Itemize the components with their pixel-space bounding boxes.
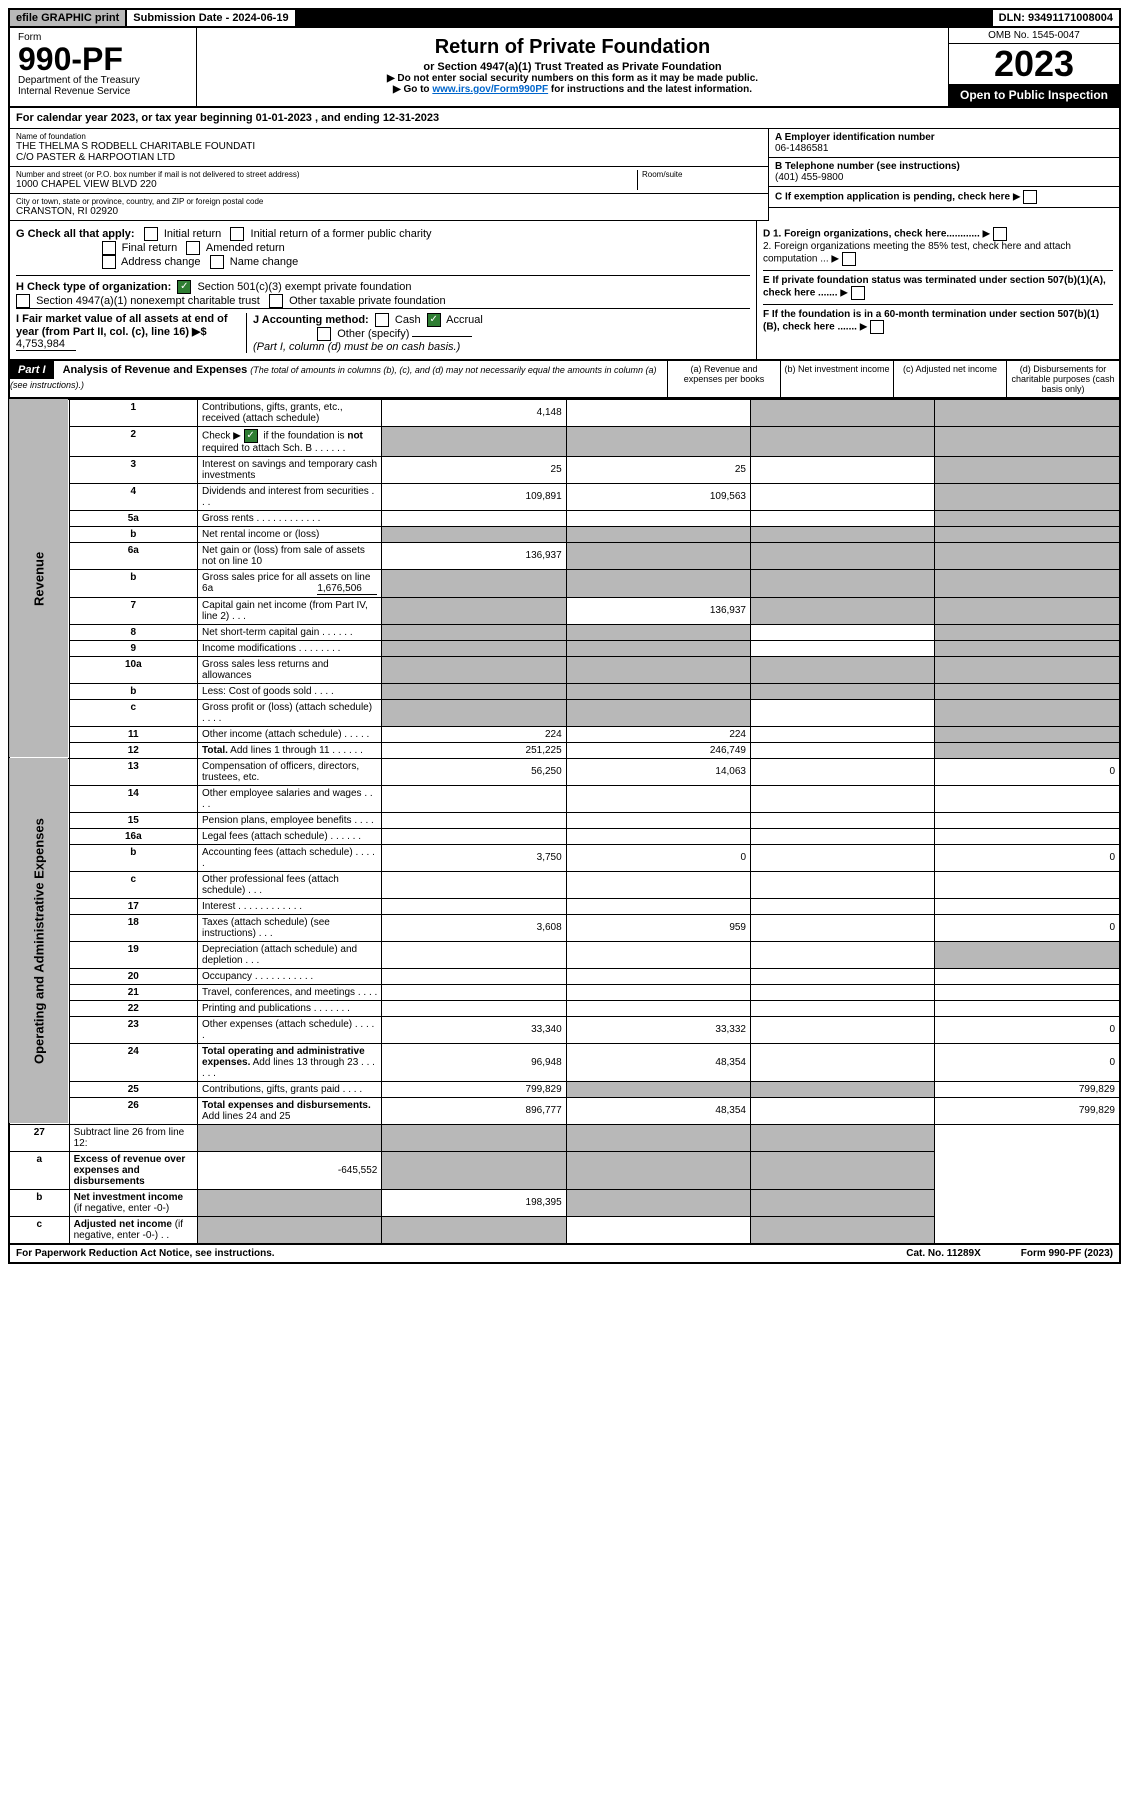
table-row: 23Other expenses (attach schedule) . . .… bbox=[9, 1016, 1120, 1043]
table-row: 9Income modifications . . . . . . . . bbox=[9, 640, 1120, 656]
table-row: 19Depreciation (attach schedule) and dep… bbox=[9, 941, 1120, 968]
header-center: Return of Private Foundation or Section … bbox=[197, 28, 948, 106]
form-number: 990-PF bbox=[18, 43, 188, 75]
table-row: 8Net short-term capital gain . . . . . . bbox=[9, 624, 1120, 640]
address-row: Number and street (or P.O. box number if… bbox=[10, 167, 768, 194]
table-row: 24Total operating and administrative exp… bbox=[9, 1043, 1120, 1081]
table-row: 16aLegal fees (attach schedule) . . . . … bbox=[9, 828, 1120, 844]
col-d-head: (d) Disbursements for charitable purpose… bbox=[1006, 361, 1119, 397]
header-left: Form 990-PF Department of the Treasury I… bbox=[10, 28, 197, 106]
city-row: City or town, state or province, country… bbox=[10, 194, 768, 221]
check-left: G Check all that apply: Initial return I… bbox=[10, 221, 756, 360]
table-row: bLess: Cost of goods sold . . . . bbox=[9, 683, 1120, 699]
table-row: 2Check ▶ if the foundation is not requir… bbox=[9, 426, 1120, 456]
cat-no: Cat. No. 11289X bbox=[906, 1248, 980, 1259]
phone-row: B Telephone number (see instructions) (4… bbox=[769, 158, 1119, 187]
table-row: 22Printing and publications . . . . . . … bbox=[9, 1000, 1120, 1016]
form-header: Form 990-PF Department of the Treasury I… bbox=[8, 28, 1121, 108]
irs-link[interactable]: www.irs.gov/Form990PF bbox=[432, 84, 548, 95]
exemption-checkbox[interactable] bbox=[1023, 190, 1037, 204]
table-row: 15Pension plans, employee benefits . . .… bbox=[9, 812, 1120, 828]
table-row: 3Interest on savings and temporary cash … bbox=[9, 456, 1120, 483]
side-label: Revenue bbox=[9, 399, 69, 758]
footer: For Paperwork Reduction Act Notice, see … bbox=[8, 1245, 1121, 1264]
table-row: 10aGross sales less returns and allowanc… bbox=[9, 656, 1120, 683]
ssn-note: ▶ Do not enter social security numbers o… bbox=[203, 73, 942, 84]
inspection-badge: Open to Public Inspection bbox=[949, 84, 1119, 106]
table-row: bAccounting fees (attach schedule) . . .… bbox=[9, 844, 1120, 871]
table-row: 26Total expenses and disbursements. Add … bbox=[9, 1097, 1120, 1124]
table-row: 25Contributions, gifts, grants paid . . … bbox=[9, 1081, 1120, 1097]
omb-label: OMB No. 1545-0047 bbox=[949, 28, 1119, 44]
table-row: 27Subtract line 26 from line 12: bbox=[9, 1124, 1120, 1151]
entity-left: Name of foundation THE THELMA S RODBELL … bbox=[10, 129, 768, 221]
entity-info: Name of foundation THE THELMA S RODBELL … bbox=[8, 129, 1121, 221]
foundation-name-row: Name of foundation THE THELMA S RODBELL … bbox=[10, 129, 768, 167]
table-row: 20Occupancy . . . . . . . . . . . bbox=[9, 968, 1120, 984]
table-row: 4Dividends and interest from securities … bbox=[9, 483, 1120, 510]
tax-year: 2023 bbox=[949, 44, 1119, 84]
check-section: G Check all that apply: Initial return I… bbox=[8, 221, 1121, 360]
form-subtitle: or Section 4947(a)(1) Trust Treated as P… bbox=[203, 61, 942, 73]
side-label: Operating and Administrative Expenses bbox=[9, 758, 69, 1124]
table-row: Operating and Administrative Expenses13C… bbox=[9, 758, 1120, 785]
efile-badge: efile GRAPHIC print bbox=[10, 10, 125, 26]
form-ref: Form 990-PF (2023) bbox=[1021, 1248, 1113, 1259]
table-row: 14Other employee salaries and wages . . … bbox=[9, 785, 1120, 812]
table-row: 17Interest . . . . . . . . . . . . bbox=[9, 898, 1120, 914]
table-row: cAdjusted net income (if negative, enter… bbox=[9, 1216, 1120, 1244]
top-bar: efile GRAPHIC print Submission Date - 20… bbox=[8, 8, 1121, 28]
table-row: bNet investment income (if negative, ent… bbox=[9, 1189, 1120, 1216]
table-row: Revenue1Contributions, gifts, grants, et… bbox=[9, 399, 1120, 426]
501c3-checkbox[interactable] bbox=[177, 280, 191, 294]
exemption-row: C If exemption application is pending, c… bbox=[769, 187, 1119, 208]
table-row: aExcess of revenue over expenses and dis… bbox=[9, 1151, 1120, 1189]
col-a-head: (a) Revenue and expenses per books bbox=[667, 361, 780, 397]
col-b-head: (b) Net investment income bbox=[780, 361, 893, 397]
check-right: D 1. Foreign organizations, check here..… bbox=[756, 221, 1119, 360]
submission-date: Submission Date - 2024-06-19 bbox=[127, 10, 294, 26]
col-c-head: (c) Adjusted net income bbox=[893, 361, 1006, 397]
dln-label: DLN: 93491171008004 bbox=[993, 10, 1119, 26]
table-row: bNet rental income or (loss) bbox=[9, 526, 1120, 542]
table-row: 12Total. Add lines 1 through 11 . . . . … bbox=[9, 742, 1120, 758]
spacer bbox=[297, 10, 991, 26]
part1-header: Part I Analysis of Revenue and Expenses … bbox=[8, 360, 1121, 399]
table-row: 7Capital gain net income (from Part IV, … bbox=[9, 597, 1120, 624]
ein-row: A Employer identification number 06-1486… bbox=[769, 129, 1119, 158]
table-row: cGross profit or (loss) (attach schedule… bbox=[9, 699, 1120, 726]
part1-table: Revenue1Contributions, gifts, grants, et… bbox=[8, 399, 1121, 1245]
calendar-year-row: For calendar year 2023, or tax year begi… bbox=[8, 108, 1121, 129]
irs-label: Internal Revenue Service bbox=[18, 86, 188, 97]
table-row: 18Taxes (attach schedule) (see instructi… bbox=[9, 914, 1120, 941]
table-row: 21Travel, conferences, and meetings . . … bbox=[9, 984, 1120, 1000]
paperwork-notice: For Paperwork Reduction Act Notice, see … bbox=[16, 1248, 275, 1259]
goto-note: ▶ Go to www.irs.gov/Form990PF for instru… bbox=[203, 84, 942, 95]
table-row: 11Other income (attach schedule) . . . .… bbox=[9, 726, 1120, 742]
accrual-checkbox[interactable] bbox=[427, 313, 441, 327]
header-right: OMB No. 1545-0047 2023 Open to Public In… bbox=[948, 28, 1119, 106]
form-title: Return of Private Foundation bbox=[203, 36, 942, 59]
entity-right: A Employer identification number 06-1486… bbox=[768, 129, 1119, 221]
table-row: bGross sales price for all assets on lin… bbox=[9, 569, 1120, 597]
table-row: 5aGross rents . . . . . . . . . . . . bbox=[9, 510, 1120, 526]
table-row: 6aNet gain or (loss) from sale of assets… bbox=[9, 542, 1120, 569]
table-row: cOther professional fees (attach schedul… bbox=[9, 871, 1120, 898]
dept-label: Department of the Treasury bbox=[18, 75, 188, 86]
